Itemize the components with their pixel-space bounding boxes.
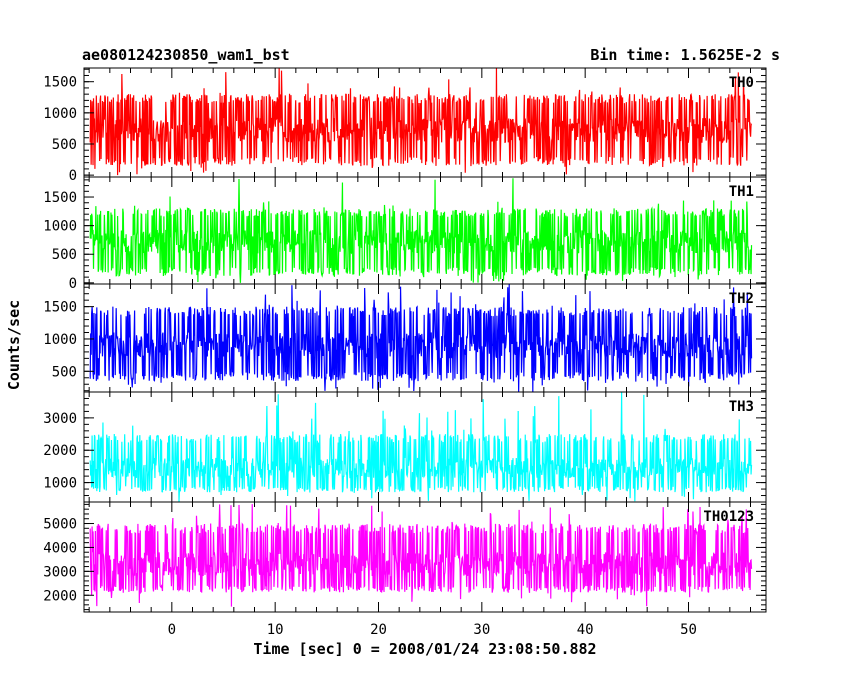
panel-label-th1: TH1 — [729, 184, 754, 200]
panel-label-th0: TH0 — [729, 75, 754, 91]
figure-title-left: ae080124230850_wam1_bst — [82, 46, 290, 64]
y-axis-label: Counts/sec — [5, 300, 23, 390]
panel-th2: 500 1000 1500 TH2 — [43, 283, 767, 393]
xtick-label: 50 — [680, 622, 697, 638]
series-th0123 — [89, 504, 753, 607]
series-th1 — [89, 178, 753, 283]
panel-th3: 1000 2000 3000 TH3 — [43, 391, 767, 503]
ytick-label-th3: 1000 — [43, 476, 77, 492]
ytick-label-th2: 1500 — [43, 300, 77, 316]
xtick-label: 40 — [577, 622, 594, 638]
xtick-label: 10 — [267, 622, 284, 638]
x-axis-label: Time [sec] 0 = 2008/01/24 23:08:50.882 — [253, 640, 596, 658]
ytick-label-th0: 1500 — [43, 75, 77, 91]
panel-label-th0123: TH0123 — [703, 509, 754, 525]
ytick-label-th1: 1000 — [43, 219, 77, 235]
panel-th1: 0 500 1000 1500 TH1 — [43, 176, 767, 292]
xtick-label: 30 — [473, 622, 490, 638]
ytick-label-th0: 500 — [52, 137, 77, 153]
xtick-label: 20 — [370, 622, 387, 638]
panel-th0: 0 500 1000 1500 TH0 — [43, 67, 767, 184]
panel-label-th3: TH3 — [729, 399, 754, 415]
ytick-label-th2: 500 — [52, 364, 77, 380]
ytick-label-th1: 0 — [69, 276, 77, 292]
ytick-label-th3: 3000 — [43, 411, 77, 427]
panel-th0123: 2000 3000 4000 5000 TH0123 — [43, 501, 767, 613]
ytick-label-th1: 1500 — [43, 190, 77, 206]
ytick-label-th1: 500 — [52, 247, 77, 263]
series-th2 — [89, 284, 753, 392]
ytick-label-th2: 1000 — [43, 332, 77, 348]
series-th0 — [89, 68, 753, 176]
ytick-label-th3: 2000 — [43, 443, 77, 459]
series-th3 — [89, 392, 753, 502]
ytick-label-th0: 0 — [69, 168, 77, 184]
ytick-label-th0: 1000 — [43, 106, 77, 122]
panel-label-th2: TH2 — [729, 291, 754, 307]
ytick-label-th0123: 4000 — [43, 540, 77, 556]
ytick-label-th0123: 2000 — [43, 588, 77, 604]
figure-title-right: Bin time: 1.5625E-2 s — [590, 46, 780, 64]
ytick-label-th0123: 3000 — [43, 564, 77, 580]
ytick-label-th0123: 5000 — [43, 517, 77, 533]
xtick-label: 0 — [168, 622, 176, 638]
